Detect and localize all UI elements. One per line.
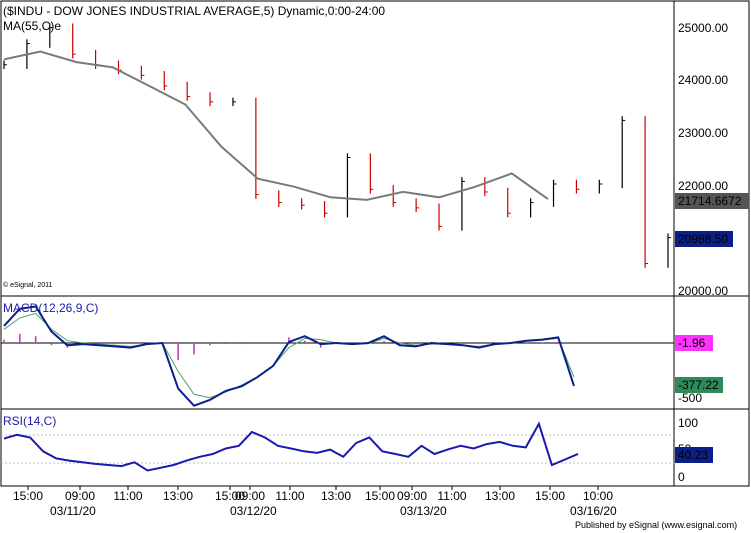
x-tick-label: 09:00 — [65, 489, 95, 503]
x-tick-label: 09:00 — [397, 489, 427, 503]
copyright-text: © eSignal, 2011 — [3, 281, 53, 289]
y-tick-20000: 20000.00 — [678, 284, 728, 298]
x-tick-label: 10:00 — [583, 489, 613, 503]
macd-label: MACD(12,26,9,C) — [3, 301, 98, 315]
macd-panel-frame — [0, 295, 750, 410]
rsi-line — [3, 421, 579, 472]
macd-y-tick--500: -500 — [678, 391, 702, 405]
macd-value-tag: -377.22 — [675, 377, 723, 393]
macd-value-text: -377.22 — [678, 378, 719, 392]
x-tick-label: 11:00 — [275, 489, 304, 503]
y-tick-23000: 23000.00 — [678, 126, 728, 140]
ma-value-tag: 21714.6672 — [675, 193, 749, 209]
x-date-label: 03/11/20 — [50, 504, 96, 518]
rsi-y-tick-100: 100 — [678, 416, 698, 430]
x-tick-label: 15:00 — [365, 489, 395, 503]
x-date-label: 03/16/20 — [570, 504, 617, 518]
macd-hist-tag: -1.96 — [675, 335, 713, 351]
rsi-y-tick-0: 0 — [678, 470, 685, 484]
x-date-label: 03/12/20 — [230, 504, 277, 518]
x-tick-label: 13:00 — [163, 489, 193, 503]
footer-credit: Published by eSignal (www.esignal.com) — [575, 520, 737, 530]
y-tick-24000: 24000.00 — [678, 73, 728, 87]
chart-title: ($INDU - DOW JONES INDUSTRIAL AVERAGE,5)… — [3, 4, 385, 18]
last-price-text: 20988.50 — [678, 232, 728, 246]
rsi-panel-frame — [0, 408, 750, 487]
x-tick-label: 11:00 — [437, 489, 466, 503]
last-price-tag: 20988.50 — [675, 231, 733, 247]
ma-55-line — [3, 50, 549, 201]
macd-hist-text: -1.96 — [678, 336, 706, 350]
y-tick-25000: 25000.00 — [678, 21, 728, 35]
panel-frames — [0, 0, 750, 487]
x-tick-label: 13:00 — [321, 489, 351, 503]
macd-signal-line — [3, 312, 575, 399]
x-date-label: 03/13/20 — [400, 504, 447, 518]
x-tick-label: 11:00 — [113, 489, 142, 503]
price-bars — [3, 23, 671, 268]
price-panel-frame — [0, 0, 750, 297]
x-tick-label: 15:00 — [215, 489, 245, 503]
price-y-axis: 25000.00 24000.00 23000.00 22000.00 2000… — [678, 21, 728, 298]
rsi-label: RSI(14,C) — [3, 414, 56, 428]
macd-line — [3, 305, 575, 407]
x-tick-label: 15:00 — [13, 489, 43, 503]
x-tick-label: 13:00 — [485, 489, 515, 503]
ma-value-text: 21714.6672 — [678, 194, 742, 208]
ma-label: MA(55,C)e — [3, 19, 61, 33]
x-tick-label: 15:00 — [535, 489, 565, 503]
macd-histogram — [3, 333, 575, 361]
rsi-value-tag: 40.23 — [675, 447, 713, 463]
x-tick-label: 09:00 — [235, 489, 265, 503]
rsi-value-text: 40.23 — [678, 448, 708, 462]
y-tick-22000: 22000.00 — [678, 179, 728, 193]
